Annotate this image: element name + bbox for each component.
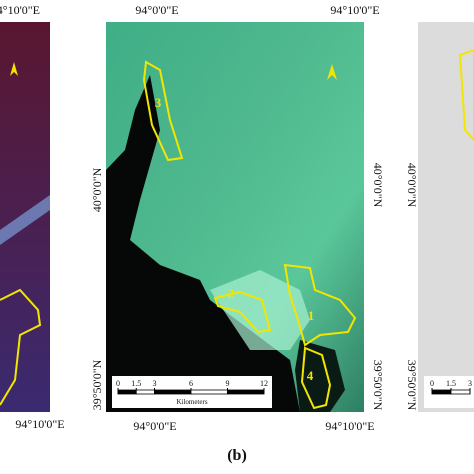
scale-label: 3 xyxy=(153,379,157,388)
zone-label: 3 xyxy=(155,95,162,110)
lon-label: 94°10'0"E xyxy=(330,3,379,17)
scale-label: 6 xyxy=(189,379,193,388)
lat-label: 39°50'0"N xyxy=(371,360,385,411)
right-image xyxy=(418,22,474,412)
zone-outline xyxy=(142,60,184,162)
north-arrow xyxy=(10,62,18,76)
scale-segment xyxy=(227,389,265,395)
scale-label: 1.5 xyxy=(131,379,141,388)
scale-segment xyxy=(431,389,452,395)
lat-label: 40°0'0"N xyxy=(90,167,104,212)
dark-region xyxy=(106,75,300,412)
lat-label: 40°0'0"N xyxy=(405,163,419,208)
lat-label: 39°50'0"N xyxy=(405,360,419,411)
lon-label: 94°0'0"E xyxy=(133,419,176,433)
scale-label: 3 xyxy=(468,379,472,388)
zone-label: 2 xyxy=(228,286,235,301)
scale-segment xyxy=(135,389,155,395)
lat-label: 40°0'0"N xyxy=(371,163,385,208)
scale-label: 9 xyxy=(226,379,230,388)
scale-segment xyxy=(450,389,471,395)
lon-label: 94°10'0"E xyxy=(0,3,40,17)
lon-label: 94°0'0"E xyxy=(135,3,178,17)
scale-label: 0 xyxy=(430,379,434,388)
zone-outline xyxy=(300,346,332,410)
caption: (b) xyxy=(227,447,247,464)
zone-outline xyxy=(213,290,272,334)
bright-region xyxy=(210,270,310,350)
scale-label: 12 xyxy=(260,379,268,388)
zone-label: 4 xyxy=(307,368,314,383)
scale-label: 0 xyxy=(116,379,120,388)
north-arrow xyxy=(327,64,337,80)
zone-outline xyxy=(283,263,357,347)
lon-label: 94°10'0"E xyxy=(15,417,64,431)
scale-segment xyxy=(190,389,228,395)
scale-segment xyxy=(117,389,137,395)
right-zone xyxy=(458,48,474,142)
left-feature xyxy=(0,195,50,245)
zone-label: 1 xyxy=(308,308,315,323)
lon-label: 94°10'0"E xyxy=(325,419,374,433)
lat-label: 39°50'0"N xyxy=(90,359,104,410)
left-zone xyxy=(0,288,42,406)
scale-label: 1.5 xyxy=(446,379,456,388)
scale-unit: Kilometers xyxy=(176,398,207,406)
scale-segment xyxy=(154,389,192,395)
